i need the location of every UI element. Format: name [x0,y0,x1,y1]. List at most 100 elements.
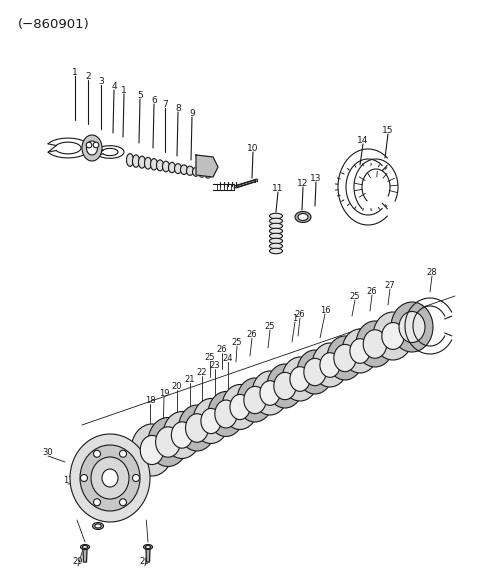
Circle shape [93,142,99,148]
Text: 2: 2 [85,71,91,81]
Text: 5: 5 [137,91,143,99]
Ellipse shape [81,544,89,550]
Ellipse shape [252,371,288,415]
Ellipse shape [297,350,333,394]
Ellipse shape [269,228,283,234]
Ellipse shape [144,157,152,169]
Text: 17: 17 [63,475,73,485]
Ellipse shape [269,218,283,224]
Text: 15: 15 [382,125,394,134]
Ellipse shape [260,381,280,406]
Text: 21: 21 [185,375,195,383]
Ellipse shape [222,385,258,429]
Ellipse shape [208,392,244,436]
Ellipse shape [86,141,97,155]
Ellipse shape [204,170,212,178]
Ellipse shape [269,233,283,239]
Text: 26: 26 [367,286,377,296]
Text: 14: 14 [357,135,369,145]
Ellipse shape [237,378,273,422]
Text: 26: 26 [216,345,228,353]
Ellipse shape [244,386,266,414]
Text: 25: 25 [350,292,360,300]
Text: 25: 25 [232,338,242,346]
Circle shape [132,475,140,482]
Text: 1: 1 [72,67,78,77]
Text: 8: 8 [175,103,181,113]
Text: 20: 20 [172,382,182,390]
Ellipse shape [282,357,318,401]
Ellipse shape [156,427,180,457]
Ellipse shape [391,302,433,352]
Text: 25: 25 [265,321,275,331]
Ellipse shape [215,400,237,428]
Ellipse shape [334,345,356,372]
Text: 26: 26 [295,310,305,318]
Circle shape [120,450,127,457]
Text: 26: 26 [247,329,257,339]
Text: 1: 1 [292,314,298,322]
Text: 28: 28 [427,267,437,277]
Text: 13: 13 [310,174,322,182]
Ellipse shape [145,546,151,548]
Ellipse shape [230,394,250,419]
Ellipse shape [267,364,303,408]
Ellipse shape [93,522,104,529]
Ellipse shape [148,418,188,467]
Text: 6: 6 [151,95,157,105]
Ellipse shape [320,353,340,377]
Circle shape [81,475,87,482]
Ellipse shape [269,243,283,249]
Ellipse shape [312,343,348,387]
Text: 27: 27 [384,281,396,289]
Text: 1: 1 [121,85,127,95]
Text: 10: 10 [247,144,259,152]
Ellipse shape [382,322,404,349]
Text: 11: 11 [272,184,284,192]
Ellipse shape [82,135,102,161]
Text: 29: 29 [73,558,83,566]
Ellipse shape [171,422,192,448]
Circle shape [120,498,127,505]
Ellipse shape [70,434,150,522]
Text: 25: 25 [205,353,215,361]
Text: 29: 29 [140,558,150,566]
Text: 22: 22 [197,368,207,376]
Text: 4: 4 [111,81,117,91]
Ellipse shape [298,213,308,221]
Ellipse shape [269,223,283,229]
Ellipse shape [342,329,378,373]
Ellipse shape [186,414,208,442]
Ellipse shape [269,213,283,219]
Text: 3: 3 [98,77,104,85]
Text: 18: 18 [144,396,156,404]
Ellipse shape [163,161,169,172]
Ellipse shape [175,164,181,174]
Ellipse shape [269,238,283,244]
Text: 16: 16 [320,306,330,314]
Ellipse shape [350,339,370,363]
Ellipse shape [168,163,176,173]
Ellipse shape [201,408,221,433]
Ellipse shape [274,372,296,400]
Text: (−860901): (−860901) [18,18,90,31]
Text: 24: 24 [223,353,233,363]
Ellipse shape [131,424,173,476]
Ellipse shape [192,167,200,176]
Ellipse shape [140,435,164,465]
Circle shape [94,498,100,505]
Polygon shape [146,549,150,562]
Ellipse shape [356,321,394,367]
Ellipse shape [95,524,101,528]
Circle shape [86,142,92,148]
Ellipse shape [363,330,387,358]
Circle shape [94,450,100,457]
Ellipse shape [102,469,118,487]
Ellipse shape [399,311,425,343]
Ellipse shape [144,544,153,550]
Ellipse shape [199,168,205,177]
Ellipse shape [91,457,129,499]
Ellipse shape [193,399,229,443]
Ellipse shape [127,153,133,166]
Text: 7: 7 [162,99,168,109]
